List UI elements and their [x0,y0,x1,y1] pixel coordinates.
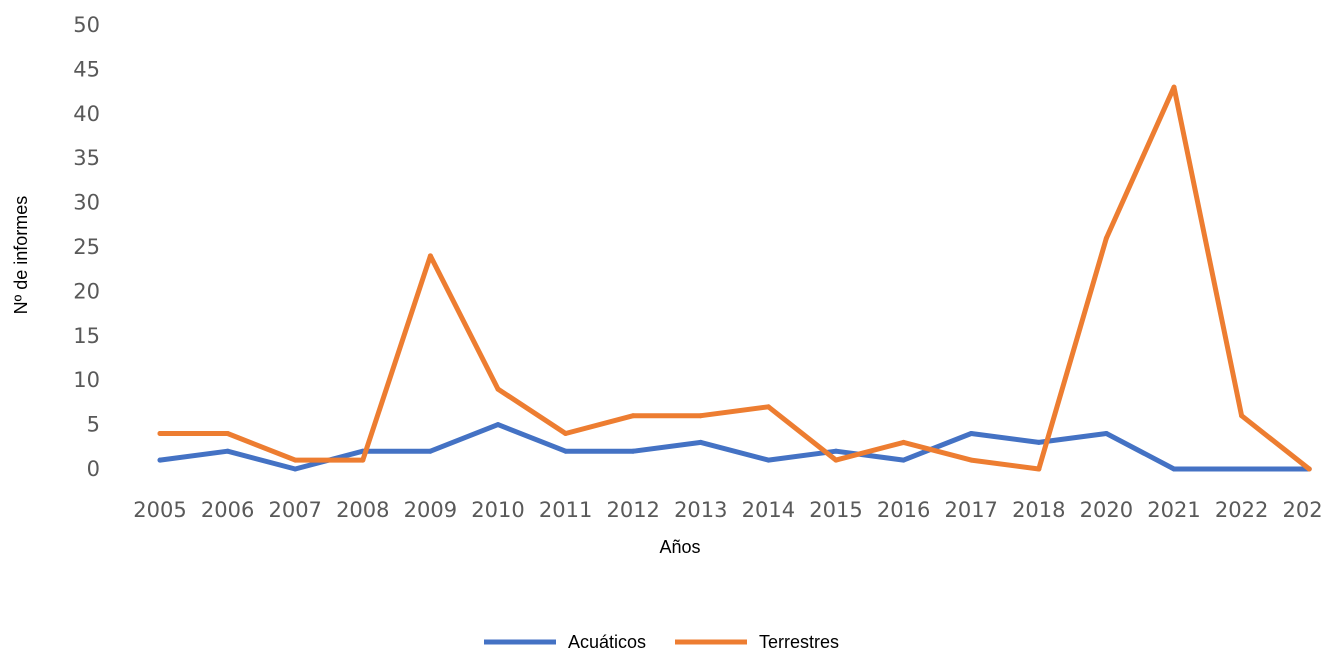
x-tick-label: 2020 [1080,498,1133,522]
data-point [157,457,163,463]
x-tick-label: 2009 [404,498,457,522]
data-point [495,386,501,392]
data-point [630,448,636,454]
data-point [833,448,839,454]
y-tick-label: 40 [73,102,100,126]
data-point [1239,466,1245,472]
data-point [427,448,433,454]
x-tick-label: 2007 [268,498,321,522]
x-tick-label: 2018 [1012,498,1065,522]
data-point [630,413,636,419]
data-point [292,457,298,463]
y-tick-label: 15 [73,324,100,348]
data-point [1036,439,1042,445]
data-point [225,430,231,436]
x-tick-label: 2005 [133,498,186,522]
x-tick-label: 2015 [809,498,862,522]
data-point [901,439,907,445]
data-point [1103,235,1109,241]
data-point [833,457,839,463]
data-point [225,448,231,454]
x-tick-label: 2013 [674,498,727,522]
y-tick-label: 45 [73,57,100,81]
data-point [968,430,974,436]
x-tick-label: 2022 [1215,498,1268,522]
legend: Acuáticos Terrestres [484,632,839,651]
legend-label: Terrestres [759,632,839,651]
x-tick-label: 2021 [1147,498,1200,522]
data-point [765,404,771,410]
data-point [968,457,974,463]
x-tick-label: 2012 [606,498,659,522]
y-tick-label: 30 [73,191,100,215]
x-tick-label: 2010 [471,498,524,522]
series-lines [157,84,1312,472]
data-point [427,253,433,259]
data-point [1306,466,1312,472]
x-tick-label: 2014 [742,498,795,522]
data-point [901,457,907,463]
x-axis-title: Años [659,537,700,557]
y-axis-ticks: 0 5 10 15 20 25 30 35 40 45 50 [73,13,100,481]
y-tick-label: 25 [73,235,100,259]
series-line-acuaticos [157,422,1312,472]
data-point [292,466,298,472]
y-tick-label: 50 [73,13,100,37]
data-point [1171,466,1177,472]
data-point [1036,466,1042,472]
y-tick-label: 0 [87,457,100,481]
data-point [563,448,569,454]
data-point [1239,413,1245,419]
y-tick-label: 5 [87,413,100,437]
x-tick-label: 2006 [201,498,254,522]
x-tick-label: 2011 [539,498,592,522]
data-point [157,430,163,436]
y-tick-label: 20 [73,279,100,303]
data-point [360,457,366,463]
x-axis-ticks: 2005 2006 2007 2008 2009 2010 2011 2012 2013 2014… [133,498,1323,522]
x-tick-label: 2017 [944,498,997,522]
y-tick-label: 10 [73,368,100,392]
y-axis-title: Nº de informes [11,196,31,315]
data-point [563,430,569,436]
legend-label: Acuáticos [568,632,646,651]
series-line-terrestres [157,84,1312,472]
data-point [698,439,704,445]
x-tick-label: 2016 [877,498,930,522]
data-point [1103,430,1109,436]
x-tick-label: 2008 [336,498,389,522]
data-point [698,413,704,419]
data-point [765,457,771,463]
y-tick-label: 35 [73,146,100,170]
x-tick-label: 2023 [1282,498,1323,522]
data-point [1171,84,1177,90]
data-point [495,422,501,428]
